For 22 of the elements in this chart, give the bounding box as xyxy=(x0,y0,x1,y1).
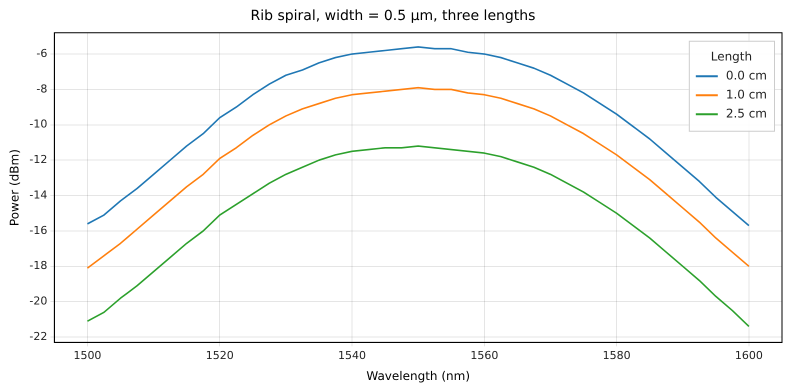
y-tick-label: -6 xyxy=(36,46,48,60)
y-tick-label: -20 xyxy=(29,294,48,308)
legend-label: 2.5 cm xyxy=(726,106,767,120)
legend-label: 0.0 cm xyxy=(726,68,767,82)
x-tick-label: 1580 xyxy=(602,348,631,362)
x-tick-label: 1500 xyxy=(73,348,102,362)
y-tick-label: -18 xyxy=(29,259,48,272)
legend-label: 1.0 cm xyxy=(726,87,767,102)
x-tick-label: 1560 xyxy=(470,348,498,362)
y-tick-label: -10 xyxy=(29,118,48,131)
y-tick-label: -22 xyxy=(29,330,48,343)
y-tick-label: -14 xyxy=(29,188,48,202)
y-tick-label: -16 xyxy=(29,224,48,237)
y-axis-title: Power (dBm) xyxy=(7,149,22,226)
x-tick-label: 1520 xyxy=(206,348,234,362)
chart-title: Rib spiral, width = 0.5 µm, three lengths xyxy=(250,8,536,24)
y-tick-label: -8 xyxy=(36,82,48,96)
x-tick-label: 1540 xyxy=(338,348,366,362)
x-tick-label: 1600 xyxy=(734,348,763,362)
x-axis-title: Wavelength (nm) xyxy=(366,368,470,383)
y-tick-label: -12 xyxy=(29,153,48,166)
legend-title: Length xyxy=(710,49,752,64)
